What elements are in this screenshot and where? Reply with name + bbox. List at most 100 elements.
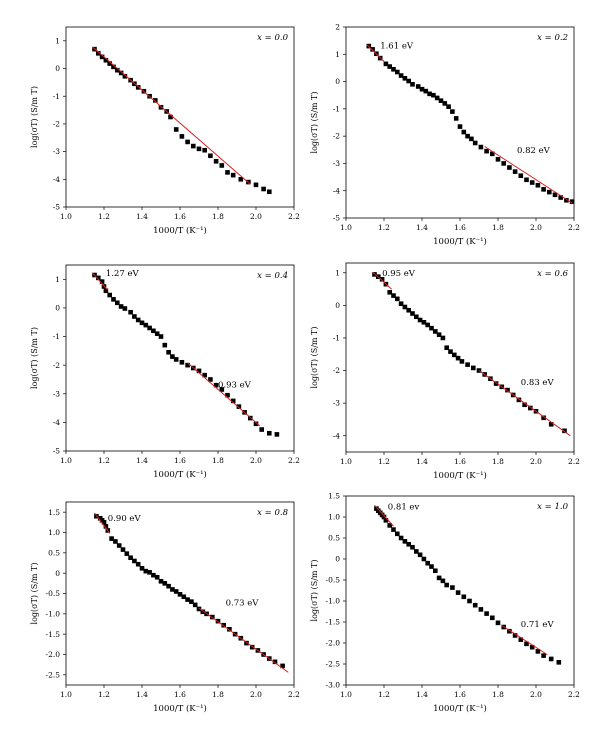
x-tick-label: 1.8 (492, 457, 504, 466)
data-point (173, 127, 179, 132)
plot-frame (65, 264, 295, 452)
data-point (421, 556, 427, 562)
x-tick-label: 2.0 (530, 690, 542, 699)
fit-line (478, 370, 571, 437)
data-point (495, 157, 501, 162)
y-tick-label: -1 (333, 104, 340, 113)
data-point (516, 397, 522, 403)
data-point (541, 187, 546, 192)
data-point (200, 609, 206, 615)
x-tick-label: 1.4 (136, 212, 148, 221)
x-tick-label: 1.6 (174, 212, 186, 221)
x-tick-label: 1.6 (454, 457, 466, 466)
data-point (166, 583, 171, 589)
data-point (151, 572, 156, 578)
chart-panel: 1.0 1.2 1.4 1.6 1.8 2.0 2.2 -5 -4 -3 -2 -1 0 1 1000/T … (30, 264, 300, 480)
y-axis-label: log(σT) (S/m T) (30, 563, 39, 625)
x-axis-label: 1000/T (K⁻¹) (433, 470, 487, 481)
y-tick-label: 0 (55, 569, 60, 578)
y-tick-label: -2.0 (326, 639, 341, 648)
data-point (132, 314, 137, 319)
data-point (398, 73, 404, 78)
data-point (249, 644, 255, 650)
data-point (170, 587, 175, 592)
y-tick-label: 1 (335, 268, 340, 277)
data-point (467, 598, 472, 604)
x-tick-label: 1.8 (212, 690, 224, 699)
x-tick-label: 2.0 (530, 457, 542, 466)
x-tick-label: 1.6 (454, 223, 466, 232)
y-tick-label: 1 (55, 275, 60, 284)
data-point (528, 405, 533, 411)
data-point (524, 641, 529, 647)
x-tick-label: 1.4 (136, 456, 148, 465)
panel-composition-label: x = 0.2 (537, 33, 568, 43)
data-point (402, 539, 408, 544)
data-point (406, 542, 411, 547)
data-point (280, 663, 285, 669)
data-point (410, 544, 415, 550)
data-point (192, 602, 198, 608)
y-tick-label: -1.5 (326, 618, 341, 627)
data-point (225, 170, 230, 175)
data-point (196, 146, 202, 152)
y-tick-label: 1.0 (328, 513, 340, 522)
data-point (419, 86, 425, 92)
data-point (438, 98, 444, 103)
data-point (162, 342, 168, 348)
data-point (261, 186, 266, 192)
x-tick-label: 1.8 (492, 690, 504, 699)
data-point (450, 585, 455, 590)
chart-panel: 1.0 1.2 1.4 1.6 1.8 2.0 2.2 -4 -3 -2 -1 0 1 1000/T (K… (310, 262, 580, 481)
chart-panel: 1.0 1.2 1.4 1.6 1.8 2.0 2.2 -3.0 -2.5 -2.0 -1.5 -1.… (310, 492, 580, 714)
data-point (414, 549, 419, 554)
x-tick-label: 1.4 (416, 457, 428, 466)
data-point (507, 628, 512, 634)
activation-energy-label: 1.61 eV (380, 41, 414, 51)
fit-line (187, 362, 261, 427)
data-point (484, 611, 489, 616)
data-point (147, 325, 152, 331)
data-point (253, 182, 259, 188)
data-point (381, 514, 387, 520)
data-point (395, 531, 400, 537)
data-point (459, 359, 465, 364)
y-tick-label: -1.5 (46, 630, 61, 639)
data-point (444, 582, 449, 588)
data-point (387, 523, 392, 528)
y-axis-label: log(σT) (S/m T) (310, 92, 319, 154)
data-point (202, 372, 207, 378)
activation-energy-label: 1.27 eV (106, 269, 140, 279)
data-point (387, 64, 392, 69)
activation-energy-label: 0.82 eV (517, 146, 551, 156)
data-point (179, 359, 185, 365)
x-tick-label: 2.0 (250, 690, 262, 699)
y-tick-label: -0.5 (326, 576, 341, 585)
data-point (221, 622, 226, 628)
data-point (107, 292, 112, 298)
y-tick-label: -2.5 (46, 670, 61, 679)
data-point (230, 398, 236, 404)
activation-energy-label: 0.90 eV (108, 514, 142, 524)
fit-line (198, 607, 289, 673)
y-tick-label: -1.0 (326, 597, 341, 606)
data-point (558, 195, 563, 200)
data-point (202, 147, 207, 153)
data-point (99, 54, 105, 60)
data-point (168, 114, 173, 120)
data-point (453, 116, 459, 121)
data-point (185, 597, 190, 602)
data-point (448, 349, 453, 354)
fit-line (92, 46, 251, 185)
data-point (457, 124, 463, 129)
data-point (179, 134, 185, 139)
data-point (446, 104, 451, 109)
x-tick-label: 1.8 (212, 212, 224, 221)
y-tick-label: -1 (53, 332, 60, 341)
data-point (562, 428, 567, 434)
y-tick-label: 0.5 (48, 548, 60, 557)
data-point (128, 309, 133, 315)
data-point (415, 84, 421, 89)
data-point (208, 153, 213, 159)
y-axis-label: log(σT) (S/m T) (30, 327, 39, 389)
